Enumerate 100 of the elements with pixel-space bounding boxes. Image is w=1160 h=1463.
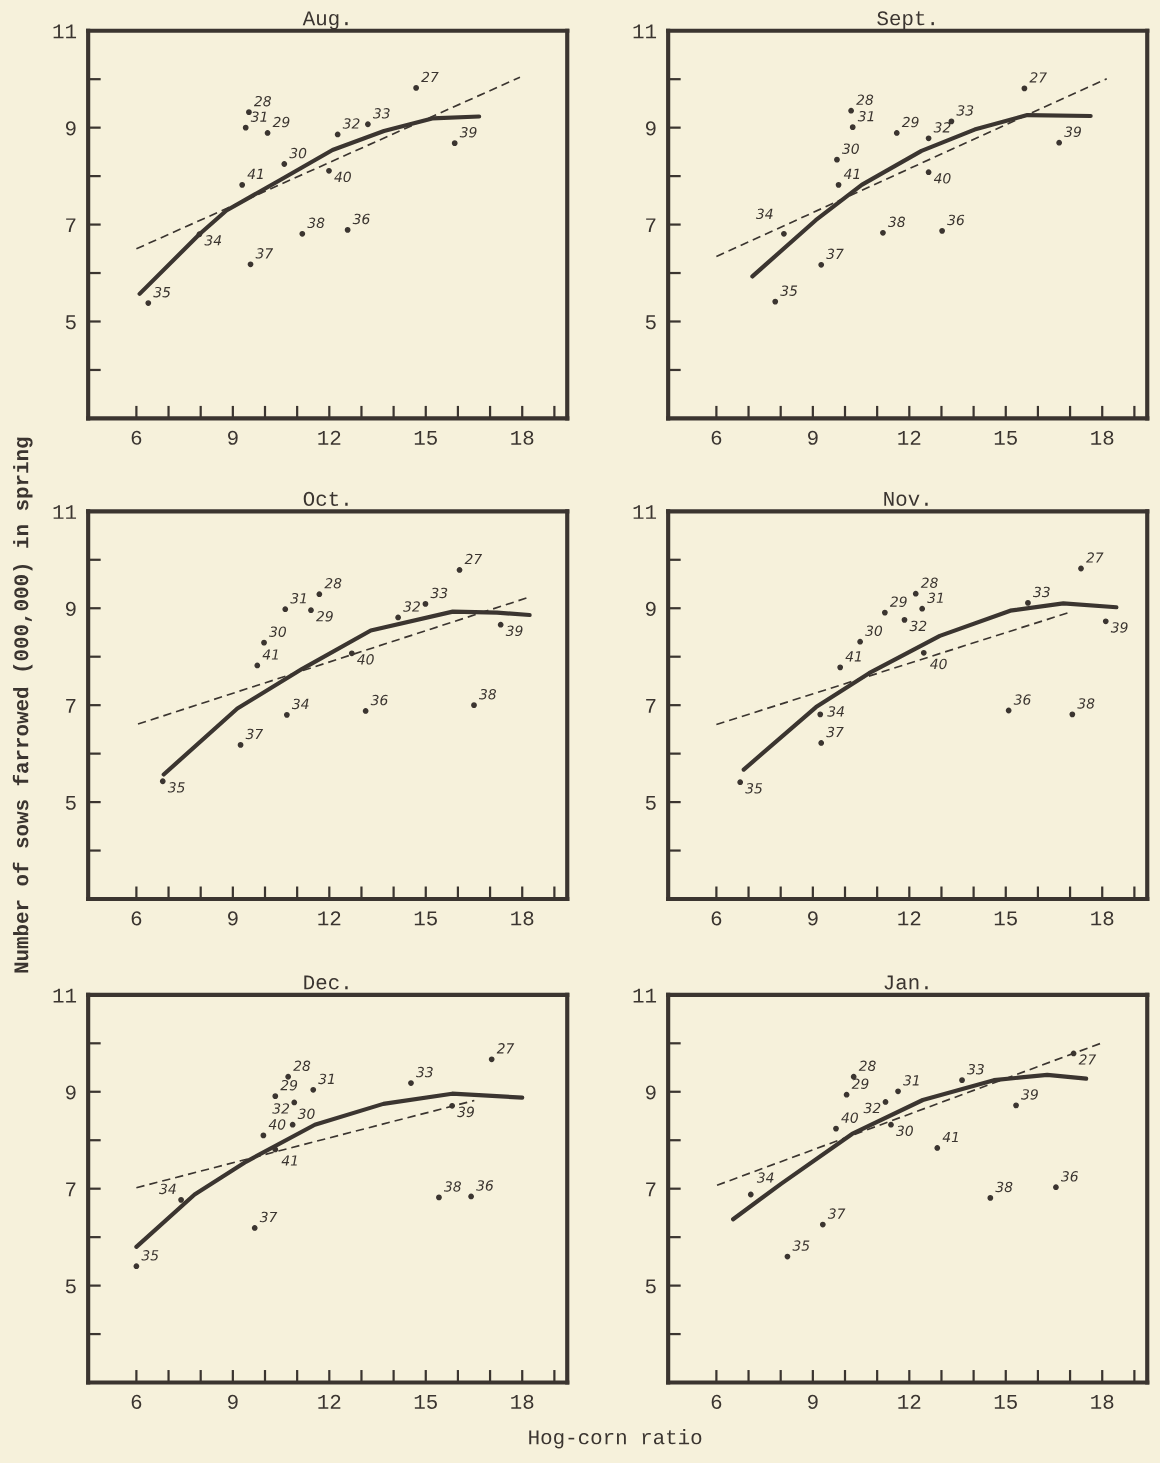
point xyxy=(848,107,855,114)
annotation: 36 xyxy=(370,694,388,706)
point xyxy=(272,1146,279,1153)
y-tick-label: 5 xyxy=(645,795,656,810)
annotation: 32 xyxy=(342,118,360,129)
x-tick-label: 12 xyxy=(318,1394,341,1409)
x-tick-label: 6 xyxy=(711,1394,722,1409)
y-tick-label: 7 xyxy=(66,218,76,233)
annotation: 34 xyxy=(204,235,222,246)
point xyxy=(264,130,271,136)
point xyxy=(1005,707,1012,714)
point xyxy=(843,1091,850,1098)
chart-title: Jan. xyxy=(884,975,928,990)
point xyxy=(857,638,864,645)
annotation: 38 xyxy=(887,216,906,228)
x-tick-label: 12 xyxy=(898,430,921,445)
annotation: 33 xyxy=(372,108,390,119)
annotation: 31 xyxy=(318,1073,334,1085)
annotation: 31 xyxy=(927,592,943,604)
annotation: 30 xyxy=(289,147,307,159)
y-tick-label: 11 xyxy=(633,988,657,1003)
point xyxy=(882,1099,889,1105)
point xyxy=(497,621,504,628)
point xyxy=(880,229,886,236)
annotation: 30 xyxy=(269,626,287,637)
annotation: 29 xyxy=(316,610,333,622)
point xyxy=(1056,139,1063,146)
chart-title: Oct. xyxy=(303,491,348,506)
annotation: 33 xyxy=(1032,586,1050,598)
annotation: 39 xyxy=(1021,1089,1038,1100)
point xyxy=(901,616,908,623)
annotation: 27 xyxy=(1029,72,1047,83)
annotation: 34 xyxy=(291,698,309,710)
annotation: 41 xyxy=(247,168,263,179)
x-tick-label: 9 xyxy=(228,1394,238,1409)
y-tick-label: 5 xyxy=(65,315,76,330)
x-tick-label: 12 xyxy=(898,911,921,926)
y-tick-label: 9 xyxy=(645,601,656,616)
annotation: 29 xyxy=(901,116,919,128)
x-tick-label: 6 xyxy=(711,911,722,926)
point xyxy=(251,1225,258,1231)
point xyxy=(925,135,932,142)
point xyxy=(468,1193,474,1200)
annotation: 30 xyxy=(297,1108,315,1120)
annotation: 37 xyxy=(259,1211,278,1223)
x-tick-label: 6 xyxy=(131,911,142,926)
point xyxy=(772,298,779,305)
point xyxy=(395,614,402,621)
annotation: 40 xyxy=(933,173,951,184)
chart-title: Dec. xyxy=(304,975,348,990)
annotation: 35 xyxy=(153,286,171,298)
point xyxy=(145,300,152,306)
annotation: 30 xyxy=(896,1125,913,1137)
point xyxy=(285,1073,292,1080)
x-tick-label: 9 xyxy=(228,430,238,445)
y-tick-label: 5 xyxy=(65,1279,76,1294)
point xyxy=(488,1056,495,1063)
y-tick-label: 5 xyxy=(65,795,76,810)
annotation: 29 xyxy=(851,1078,869,1089)
y-tick-label: 7 xyxy=(66,698,76,713)
annotation: 38 xyxy=(1077,698,1095,709)
x-tick-label: 15 xyxy=(994,1395,1017,1409)
point xyxy=(348,650,355,657)
point xyxy=(308,607,314,614)
point xyxy=(819,1221,826,1228)
x-tick-label: 18 xyxy=(511,1394,534,1409)
annotation: 33 xyxy=(416,1066,433,1078)
annotation: 27 xyxy=(421,71,439,83)
x-tick-label: 9 xyxy=(808,1394,818,1409)
point xyxy=(326,167,332,174)
annotation: 36 xyxy=(947,214,965,226)
point xyxy=(888,1121,894,1128)
point xyxy=(1021,85,1028,92)
point xyxy=(436,1194,442,1201)
annotation: 38 xyxy=(443,1181,462,1192)
point xyxy=(282,606,289,613)
annotation: 36 xyxy=(1060,1171,1078,1182)
point xyxy=(281,161,288,167)
point xyxy=(289,1121,296,1128)
point xyxy=(835,181,842,188)
annotation: 28 xyxy=(324,577,342,589)
y-tick-label: 11 xyxy=(53,505,77,519)
point xyxy=(408,1080,414,1086)
x-tick-label: 15 xyxy=(414,430,437,445)
annotation: 34 xyxy=(756,1172,774,1183)
point xyxy=(362,708,369,714)
point xyxy=(817,711,824,718)
point xyxy=(987,1195,994,1201)
point xyxy=(196,231,203,238)
chart-title: Aug. xyxy=(302,11,348,30)
annotation: 36 xyxy=(352,213,370,225)
annotation: 37 xyxy=(255,248,274,259)
point xyxy=(242,124,249,131)
y-tick-label: 5 xyxy=(645,315,656,330)
x-tick-label: 18 xyxy=(1091,1394,1114,1409)
annotation: 29 xyxy=(280,1079,298,1091)
annotation: 30 xyxy=(865,625,883,636)
annotation: 36 xyxy=(1013,694,1031,705)
point xyxy=(849,124,856,131)
point xyxy=(254,662,261,669)
